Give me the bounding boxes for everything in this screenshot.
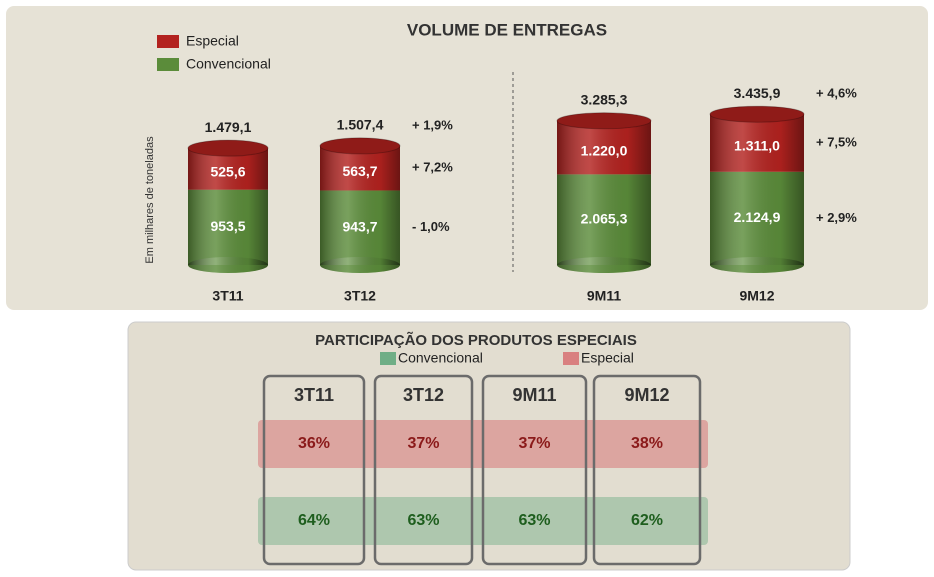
cylinder-top-shade bbox=[557, 112, 651, 129]
data-label: 1.220,0 bbox=[581, 142, 628, 158]
bar-shade bbox=[320, 190, 400, 265]
cell: 38% bbox=[631, 435, 663, 452]
column-box bbox=[592, 374, 702, 566]
column-box bbox=[262, 374, 366, 566]
bar-shade bbox=[710, 114, 804, 172]
legend-swatch bbox=[563, 352, 579, 365]
legend-label: Especial bbox=[581, 350, 634, 366]
column-header: 3T12 bbox=[403, 385, 444, 405]
segment-change: + 7,2% bbox=[412, 160, 453, 175]
legend-label: Convencional bbox=[398, 350, 483, 366]
legend-swatch bbox=[157, 35, 179, 48]
legend-label: Especial bbox=[186, 33, 239, 49]
table-title: PARTICIPAÇÃO DOS PRODUTOS ESPECIAIS bbox=[315, 331, 637, 349]
data-label: 953,5 bbox=[210, 218, 245, 234]
cell: 63% bbox=[407, 512, 439, 529]
total-label: 1.479,1 bbox=[205, 119, 252, 135]
column-header: 3T11 bbox=[294, 385, 334, 405]
cylinder-top bbox=[556, 112, 652, 130]
bar-shade bbox=[710, 171, 804, 265]
cell: 37% bbox=[518, 435, 550, 452]
cell: 64% bbox=[298, 512, 330, 529]
cylinder-top-shade bbox=[320, 137, 400, 154]
x-tick-label: 3T12 bbox=[344, 288, 376, 304]
cylinder-bottom-shade bbox=[710, 257, 804, 273]
total-label: 3.285,3 bbox=[581, 92, 628, 108]
segment-change: - 1,0% bbox=[412, 219, 450, 234]
column-header: 9M11 bbox=[512, 385, 556, 405]
bar-shade bbox=[557, 174, 651, 265]
legend-swatch bbox=[380, 352, 396, 365]
cell: 63% bbox=[518, 512, 550, 529]
bar-shade bbox=[188, 189, 268, 265]
total-label: 3.435,9 bbox=[734, 85, 781, 101]
data-label: 525,6 bbox=[210, 164, 245, 180]
data-label: 943,7 bbox=[342, 218, 377, 234]
cylinder-top bbox=[319, 137, 401, 155]
cylinder-top-shade bbox=[188, 140, 268, 157]
column-header: 9M12 bbox=[624, 385, 669, 405]
x-tick-label: 9M11 bbox=[587, 288, 621, 304]
column-box bbox=[481, 374, 588, 566]
legend-swatch bbox=[157, 58, 179, 71]
cylinder-top bbox=[187, 139, 269, 157]
x-tick-label: 9M12 bbox=[739, 288, 774, 304]
data-label: 563,7 bbox=[342, 163, 377, 179]
legend-label: Convencional bbox=[186, 56, 271, 72]
total-change: + 4,6% bbox=[816, 86, 857, 101]
cylinder-bottom-shade bbox=[320, 257, 400, 273]
total-change: + 1,9% bbox=[412, 117, 453, 132]
cell: 36% bbox=[298, 435, 330, 452]
data-label: 2.065,3 bbox=[581, 210, 628, 226]
cell: 37% bbox=[407, 435, 439, 452]
bar-shade bbox=[557, 120, 651, 175]
y-axis-label: Em milhares de toneladas bbox=[144, 136, 156, 264]
column-box bbox=[373, 374, 474, 566]
data-label: 1.311,0 bbox=[734, 138, 780, 154]
cylinder-top-shade bbox=[710, 106, 804, 123]
total-label: 1.507,4 bbox=[337, 117, 384, 133]
cell: 62% bbox=[631, 512, 663, 529]
data-label: 2.124,9 bbox=[734, 209, 781, 225]
cylinder-bottom-shade bbox=[557, 257, 651, 273]
segment-change: + 7,5% bbox=[816, 134, 857, 149]
cylinder-bottom-shade bbox=[188, 257, 268, 273]
segment-change: + 2,9% bbox=[816, 210, 857, 225]
cylinder-top bbox=[709, 105, 805, 123]
chart-title: VOLUME DE ENTREGAS bbox=[407, 20, 607, 39]
x-tick-label: 3T11 bbox=[212, 288, 243, 304]
